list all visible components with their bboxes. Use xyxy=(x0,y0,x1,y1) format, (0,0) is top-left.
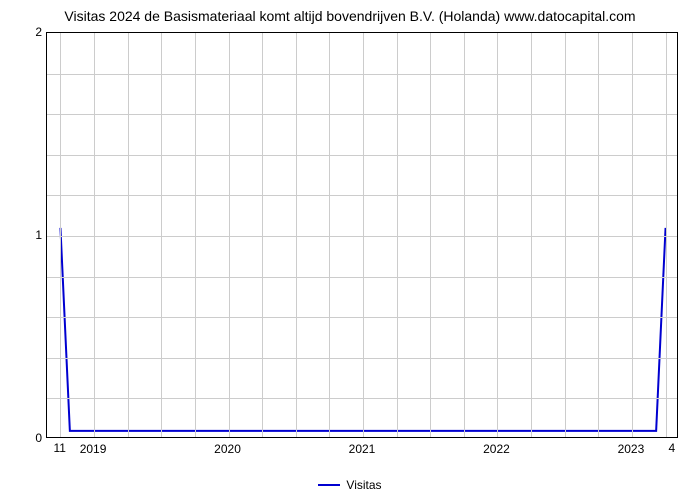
grid-horizontal xyxy=(47,398,677,399)
grid-horizontal xyxy=(47,74,677,75)
grid-horizontal xyxy=(47,155,677,156)
x-tick-label: 2020 xyxy=(214,442,241,456)
grid-vertical xyxy=(262,33,263,437)
legend-label: Visitas xyxy=(346,478,381,492)
grid-vertical xyxy=(296,33,297,437)
grid-vertical xyxy=(128,33,129,437)
plot-area xyxy=(46,32,678,438)
grid-vertical xyxy=(363,33,364,437)
x-tick-label: 2023 xyxy=(618,442,645,456)
grid-vertical xyxy=(229,33,230,437)
line-chart: Visitas 2024 de Basismateriaal komt alti… xyxy=(0,0,700,500)
y-tick-label: 1 xyxy=(22,228,42,242)
y-tick-label: 0 xyxy=(22,431,42,445)
chart-legend: Visitas xyxy=(0,478,700,492)
annotation: 4 xyxy=(669,441,676,455)
grid-horizontal xyxy=(47,358,677,359)
grid-vertical xyxy=(632,33,633,437)
grid-vertical xyxy=(397,33,398,437)
y-tick-label: 2 xyxy=(22,25,42,39)
annotation: 11 xyxy=(53,441,65,455)
grid-vertical xyxy=(531,33,532,437)
x-tick-label: 2021 xyxy=(349,442,376,456)
grid-vertical xyxy=(195,33,196,437)
grid-horizontal xyxy=(47,114,677,115)
grid-horizontal xyxy=(47,317,677,318)
x-tick-label: 2019 xyxy=(80,442,107,456)
grid-vertical xyxy=(666,33,667,437)
chart-title: Visitas 2024 de Basismateriaal komt alti… xyxy=(0,8,700,24)
x-tick-label: 2022 xyxy=(483,442,510,456)
grid-vertical xyxy=(430,33,431,437)
grid-horizontal xyxy=(47,195,677,196)
grid-vertical xyxy=(565,33,566,437)
grid-vertical xyxy=(464,33,465,437)
grid-vertical xyxy=(497,33,498,437)
grid-vertical xyxy=(94,33,95,437)
grid-vertical xyxy=(598,33,599,437)
grid-horizontal xyxy=(47,277,677,278)
legend-swatch xyxy=(318,484,340,486)
grid-vertical xyxy=(60,33,61,437)
grid-vertical xyxy=(161,33,162,437)
grid-horizontal xyxy=(47,236,677,237)
grid-vertical xyxy=(329,33,330,437)
